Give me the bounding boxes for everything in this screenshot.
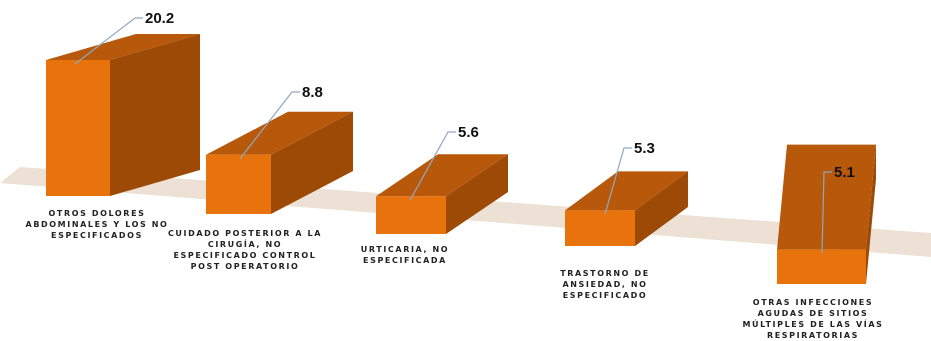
bar-front-face bbox=[777, 249, 866, 284]
value-labels-group: 20.2 8.8 5.6 5.3 5.1 bbox=[74, 10, 855, 254]
bar-2 bbox=[206, 111, 353, 214]
bar-front-face bbox=[565, 210, 635, 246]
value-label: 5.3 bbox=[634, 140, 655, 157]
bar-4 bbox=[565, 171, 688, 246]
leader-line bbox=[74, 17, 143, 65]
bar-top-face bbox=[777, 144, 876, 250]
bars-group bbox=[46, 34, 876, 284]
value-label: 5.1 bbox=[834, 164, 855, 181]
bar-side-face bbox=[635, 171, 688, 246]
leader-line bbox=[409, 131, 456, 201]
leader-line bbox=[604, 147, 632, 215]
leader-line bbox=[821, 171, 832, 254]
category-label: TRASTORNO DE ANSIEDAD, NO ESPECIFICADO bbox=[560, 269, 650, 300]
bar-5 bbox=[777, 144, 876, 284]
bar-front-face bbox=[206, 154, 271, 214]
bar-front-face bbox=[376, 196, 446, 234]
bar-top-face bbox=[46, 34, 200, 60]
category-label: OTRAS INFECCIONES AGUDAS DE SITIOS MÚLTI… bbox=[742, 298, 884, 340]
bar-top-face bbox=[376, 154, 508, 197]
bar-3 bbox=[376, 154, 508, 234]
bar-front-face bbox=[46, 60, 110, 196]
bar-side-face bbox=[271, 111, 353, 214]
value-label: 5.6 bbox=[458, 124, 479, 141]
value-label: 8.8 bbox=[302, 84, 323, 101]
bar-1 bbox=[46, 34, 200, 196]
bar-side-face bbox=[110, 34, 200, 196]
bar-side-face bbox=[866, 144, 876, 284]
leader-line bbox=[239, 91, 300, 160]
category-label: CUIDADO POSTERIOR A LA CIRUGÍA, NO ESPEC… bbox=[167, 229, 323, 271]
bar-side-face bbox=[446, 154, 508, 234]
bar-top-face bbox=[206, 111, 353, 155]
value-label: 20.2 bbox=[145, 10, 174, 27]
category-label: OTROS DOLORES ABDOMINALES Y LOS NO ESPEC… bbox=[25, 209, 169, 240]
bar-top-face bbox=[565, 171, 688, 211]
category-label: URTICARIA, NO ESPECIFICADA bbox=[360, 245, 450, 265]
